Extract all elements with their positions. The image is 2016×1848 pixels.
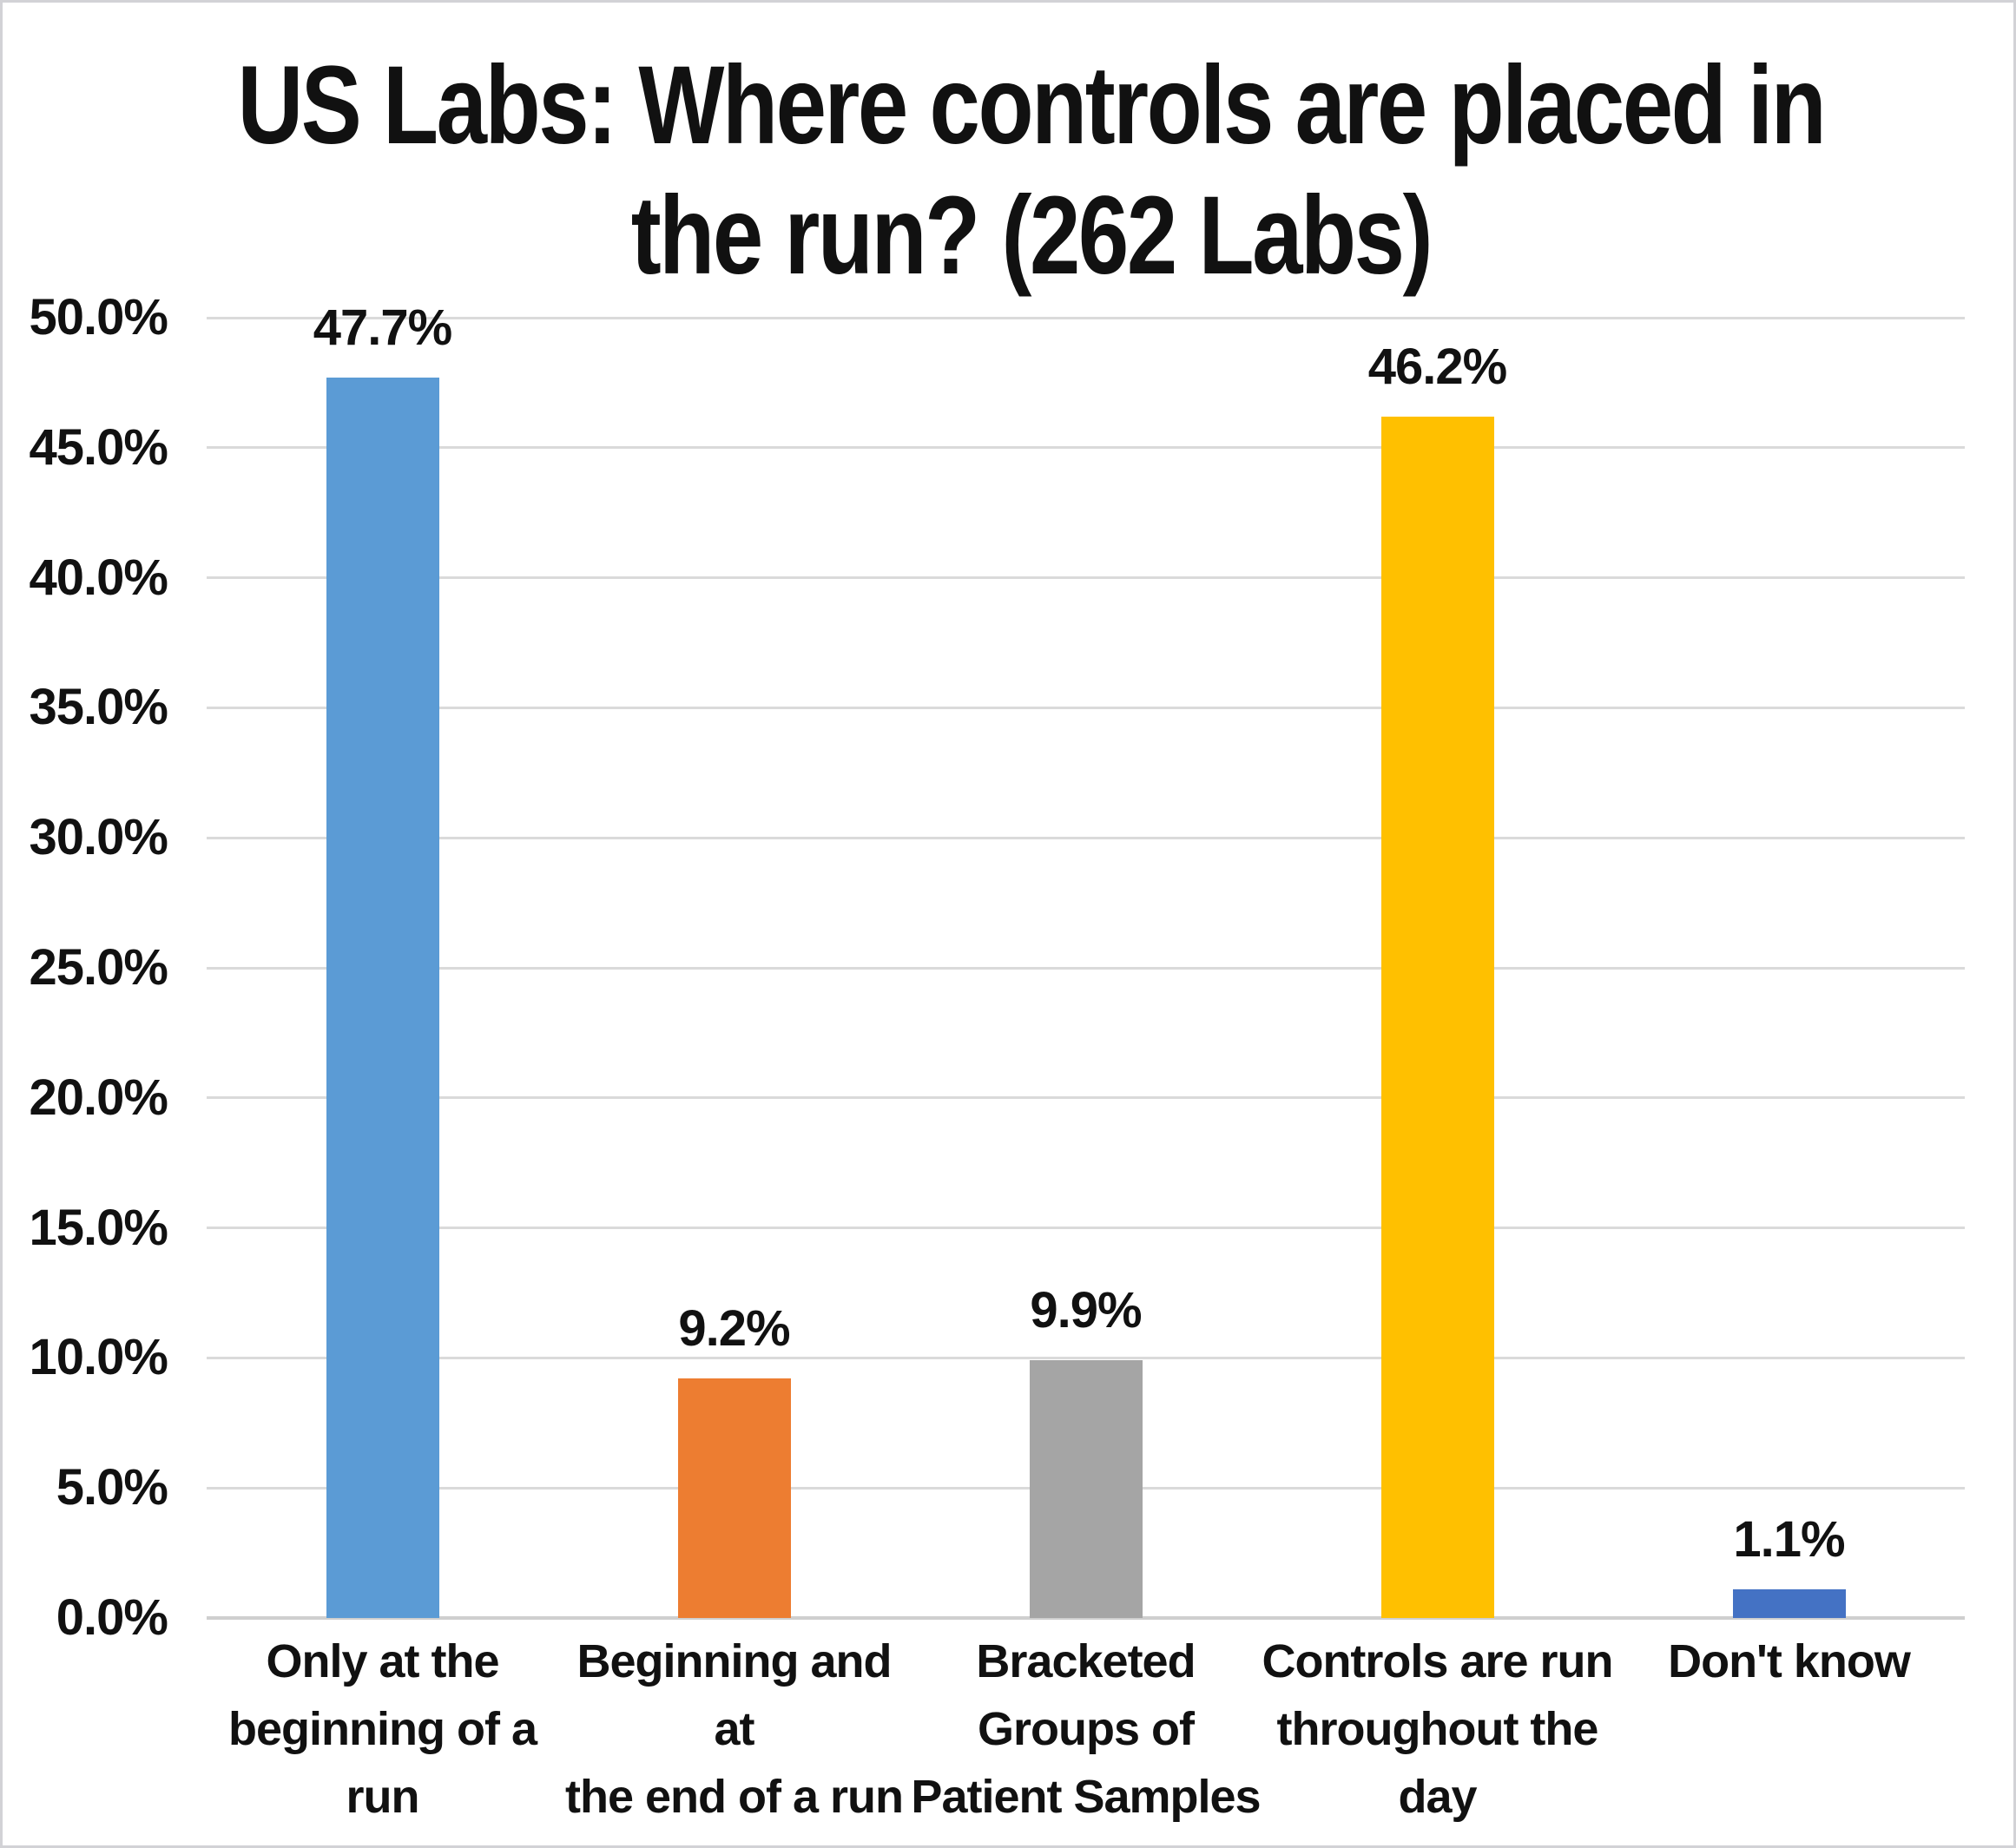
x-category-label: Only at the beginning of a run: [228, 1635, 537, 1823]
y-tick-label: 25.0%: [29, 939, 168, 996]
bar-4: [1380, 416, 1494, 1618]
gridline: [207, 1356, 1965, 1359]
bar-1: [326, 377, 439, 1618]
gridline: [207, 966, 1965, 970]
y-tick-label: 35.0%: [29, 679, 168, 736]
x-axis-line: [207, 1616, 1965, 1620]
gridline: [207, 316, 1965, 319]
gridline: [207, 836, 1965, 839]
gridline: [207, 446, 1965, 450]
x-category-label: Beginning and at the end of a run: [565, 1635, 904, 1823]
bar-value-label: 46.2%: [1367, 338, 1507, 395]
bar-5: [1732, 1589, 1846, 1618]
y-tick-label: 5.0%: [56, 1459, 168, 1516]
bar-value-label: 1.1%: [1733, 1511, 1845, 1568]
y-tick-label: 0.0%: [56, 1589, 168, 1646]
gridline: [207, 1096, 1965, 1100]
bar-value-label: 9.9%: [1030, 1282, 1142, 1339]
y-tick-label: 20.0%: [29, 1069, 168, 1126]
x-category-label: Don't know: [1668, 1635, 1911, 1687]
bar-value-label: 47.7%: [313, 299, 452, 356]
bar-value-label: 9.2%: [678, 1300, 790, 1358]
x-category-label: Controls are run throughout the day: [1262, 1635, 1613, 1823]
y-tick-label: 40.0%: [29, 549, 168, 606]
bar-2: [677, 1378, 791, 1618]
y-tick-label: 15.0%: [29, 1199, 168, 1256]
gridline: [207, 576, 1965, 580]
gridline: [207, 1227, 1965, 1230]
gridline: [207, 706, 1965, 709]
bar-3: [1029, 1360, 1143, 1618]
chart-title: US Labs: Where controls are placed in th…: [237, 43, 1826, 298]
y-tick-label: 30.0%: [29, 809, 168, 866]
y-tick-label: 10.0%: [29, 1329, 168, 1386]
x-category-label: Bracketed Groups of Patient Samples: [911, 1635, 1261, 1823]
y-tick-label: 50.0%: [29, 289, 168, 345]
y-tick-label: 45.0%: [29, 418, 168, 476]
